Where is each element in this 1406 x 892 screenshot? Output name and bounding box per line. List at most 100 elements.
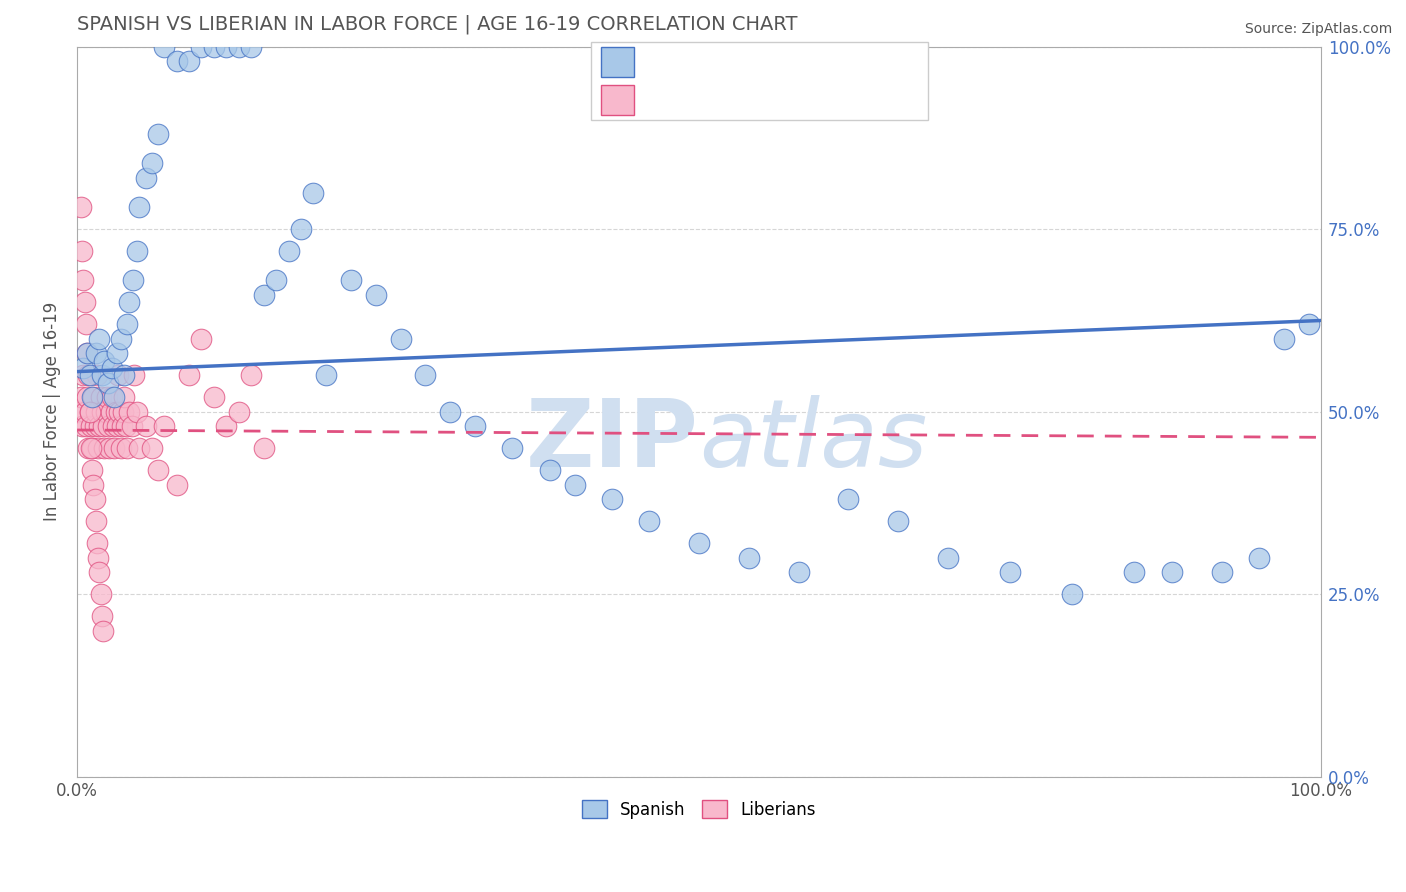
Point	[118, 405, 141, 419]
Point	[105, 346, 128, 360]
Point	[91, 624, 114, 638]
Bar	[600, 85, 634, 115]
Point	[166, 477, 188, 491]
Point	[72, 361, 94, 376]
Text: atlas: atlas	[699, 395, 928, 486]
Point	[115, 442, 138, 456]
Text: R =  0.073   N = 61: R = 0.073 N = 61	[648, 54, 824, 71]
Point	[79, 368, 101, 383]
Point	[80, 442, 103, 456]
Point	[215, 39, 238, 54]
Point	[86, 536, 108, 550]
Point	[110, 442, 132, 456]
Point	[215, 419, 238, 434]
Point	[302, 186, 325, 200]
Point	[190, 332, 212, 346]
Point	[80, 419, 103, 434]
Point	[1062, 587, 1084, 601]
Text: Source: ZipAtlas.com: Source: ZipAtlas.com	[1244, 22, 1392, 37]
Point	[101, 361, 124, 376]
Point	[82, 477, 104, 491]
Bar	[600, 47, 634, 78]
Point	[69, 390, 91, 404]
Point	[89, 566, 111, 580]
Point	[1298, 317, 1320, 331]
Point	[253, 288, 276, 302]
Point	[240, 368, 263, 383]
Point	[79, 405, 101, 419]
Y-axis label: In Labor Force | Age 16-19: In Labor Force | Age 16-19	[44, 302, 60, 522]
Point	[118, 295, 141, 310]
Point	[112, 405, 135, 419]
Point	[90, 587, 112, 601]
Point	[111, 419, 134, 434]
Point	[76, 346, 98, 360]
Point	[96, 390, 118, 404]
Point	[76, 390, 98, 404]
Point	[91, 405, 114, 419]
Point	[80, 442, 103, 456]
Point	[104, 405, 127, 419]
Point	[72, 368, 94, 383]
Point	[134, 171, 156, 186]
Point	[177, 54, 200, 69]
Point	[73, 295, 96, 310]
Point	[141, 442, 163, 456]
Point	[108, 405, 131, 419]
Point	[638, 514, 661, 528]
Point	[538, 463, 561, 477]
Point	[141, 156, 163, 170]
Point	[146, 463, 169, 477]
Point	[90, 390, 112, 404]
Text: R = -0.009   N = 75: R = -0.009 N = 75	[648, 91, 825, 109]
Point	[600, 492, 623, 507]
Point	[887, 514, 910, 528]
Legend: Spanish, Liberians: Spanish, Liberians	[574, 792, 824, 827]
Text: SPANISH VS LIBERIAN IN LABOR FORCE | AGE 16-19 CORRELATION CHART: SPANISH VS LIBERIAN IN LABOR FORCE | AGE…	[77, 15, 797, 35]
Point	[501, 442, 523, 456]
Point	[738, 550, 761, 565]
Point	[190, 39, 212, 54]
Point	[91, 419, 114, 434]
Point	[103, 442, 125, 456]
Point	[70, 419, 93, 434]
Point	[107, 368, 129, 383]
Point	[69, 405, 91, 419]
Point	[114, 419, 136, 434]
Point	[80, 463, 103, 477]
Point	[82, 390, 104, 404]
Point	[112, 368, 135, 383]
Point	[84, 346, 107, 360]
Point	[128, 442, 150, 456]
Point	[100, 405, 122, 419]
Point	[464, 419, 486, 434]
Point	[121, 419, 143, 434]
Point	[91, 609, 114, 624]
Point	[153, 419, 176, 434]
Point	[84, 514, 107, 528]
Point	[87, 550, 110, 565]
Point	[80, 390, 103, 404]
Point	[84, 405, 107, 419]
Point	[75, 317, 97, 331]
Point	[125, 405, 148, 419]
Point	[1272, 332, 1295, 346]
Point	[101, 390, 124, 404]
Point	[787, 566, 810, 580]
Point	[83, 492, 105, 507]
Point	[128, 200, 150, 214]
Point	[228, 39, 250, 54]
Point	[202, 390, 225, 404]
Point	[364, 288, 387, 302]
Point	[290, 222, 312, 236]
Point	[87, 442, 110, 456]
Point	[72, 273, 94, 287]
Point	[94, 405, 117, 419]
Point	[936, 550, 959, 565]
Point	[69, 200, 91, 214]
Point	[75, 419, 97, 434]
Point	[77, 442, 100, 456]
Point	[91, 368, 114, 383]
Point	[277, 244, 299, 259]
Point	[1211, 566, 1233, 580]
